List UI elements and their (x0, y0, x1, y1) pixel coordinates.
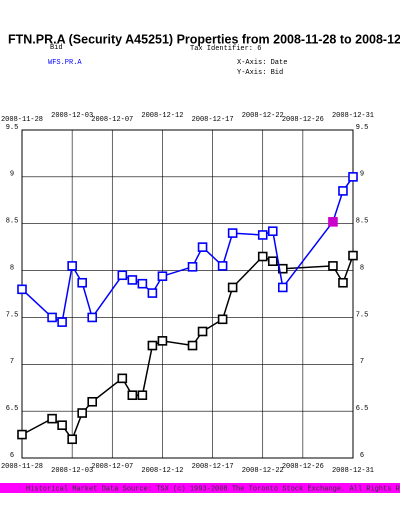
marker (117, 373, 128, 384)
marker (147, 340, 158, 351)
legend-entry: Bid (50, 44, 63, 52)
annotation: Y-Axis: Bid (237, 69, 283, 77)
x-tick-label: 2008-12-31 (332, 467, 374, 475)
marker (17, 429, 27, 440)
x-tick-label: 2008-12-07 (91, 463, 133, 471)
marker (217, 261, 228, 271)
x-tick-label: 2008-12-31 (332, 112, 374, 120)
marker (157, 271, 168, 281)
y-tick-label: 9.5 (6, 124, 19, 132)
y-tick-label: 8.5 (6, 218, 19, 226)
marker (227, 228, 238, 238)
marker (267, 256, 278, 267)
source-bar (0, 483, 400, 493)
y-tick-label: 7 (10, 358, 14, 366)
marker (197, 242, 208, 252)
x-tick-label: 2008-12-03 (51, 467, 93, 475)
x-tick-label: 2008-12-07 (91, 116, 133, 124)
marker (257, 251, 268, 262)
series-line (21, 176, 354, 324)
marker (67, 434, 77, 445)
marker (67, 261, 77, 271)
marker (147, 288, 158, 298)
plot-frame (21, 129, 354, 459)
x-tick-label: 2008-12-26 (282, 116, 324, 124)
marker (137, 278, 148, 289)
x-tick-label: 2008-11-28 (1, 116, 43, 124)
marker (87, 312, 98, 323)
y-tick-label: 6 (360, 452, 364, 460)
marker (338, 277, 348, 288)
marker (137, 390, 148, 401)
marker (117, 270, 128, 281)
marker (348, 172, 358, 182)
y-tick-label: 8.5 (356, 218, 369, 226)
y-tick-label: 9 (360, 171, 364, 179)
marker (157, 336, 168, 346)
marker (338, 186, 348, 196)
marker (57, 317, 67, 327)
marker (17, 284, 27, 295)
marker (197, 326, 208, 337)
x-tick-label: 2008-12-17 (192, 463, 234, 471)
y-tick-label: 9.5 (356, 124, 369, 132)
marker (77, 277, 87, 288)
marker (328, 261, 338, 271)
marker (127, 275, 138, 285)
x-tick-label: 2008-12-26 (282, 463, 324, 471)
x-tick-label: 2008-12-22 (242, 112, 284, 120)
marker (87, 396, 98, 407)
marker (277, 282, 288, 293)
y-tick-label: 7.5 (356, 311, 369, 319)
y-tick-label: 8 (360, 264, 364, 272)
x-tick-label: 2008-12-12 (141, 467, 183, 475)
marker (77, 408, 87, 418)
x-tick-label: 2008-12-03 (51, 112, 93, 120)
y-tick-label: 9 (10, 171, 14, 179)
y-tick-label: 7.5 (6, 311, 19, 319)
annotation: X-Axis: Date (237, 59, 287, 67)
marker (47, 312, 57, 323)
marker (328, 217, 338, 227)
marker (127, 390, 138, 401)
y-tick-label: 8 (10, 264, 14, 272)
y-tick-label: 6.5 (356, 405, 369, 413)
y-tick-label: 6 (10, 452, 14, 460)
marker (267, 226, 278, 237)
annotation: Tax Identifier: 6 (190, 45, 261, 53)
x-tick-label: 2008-11-28 (1, 463, 43, 471)
chart-title: FTN.PR.A (Security A45251) Properties fr… (8, 32, 400, 46)
marker (57, 420, 67, 431)
marker (257, 230, 268, 240)
marker (348, 250, 358, 261)
x-tick-label: 2008-12-22 (242, 467, 284, 475)
marker (187, 262, 198, 272)
series-line (21, 255, 354, 441)
y-tick-label: 7 (360, 358, 364, 366)
x-tick-label: 2008-12-17 (192, 116, 234, 124)
x-tick-label: 2008-12-12 (141, 112, 183, 120)
legend-entry: WFS.PR.A (48, 59, 82, 67)
source: Historical Market Data Source: TSX (c) 1… (26, 485, 400, 493)
marker (217, 314, 228, 325)
marker (227, 282, 238, 293)
y-tick-label: 6.5 (6, 405, 19, 413)
marker (187, 340, 198, 351)
marker (47, 413, 57, 424)
